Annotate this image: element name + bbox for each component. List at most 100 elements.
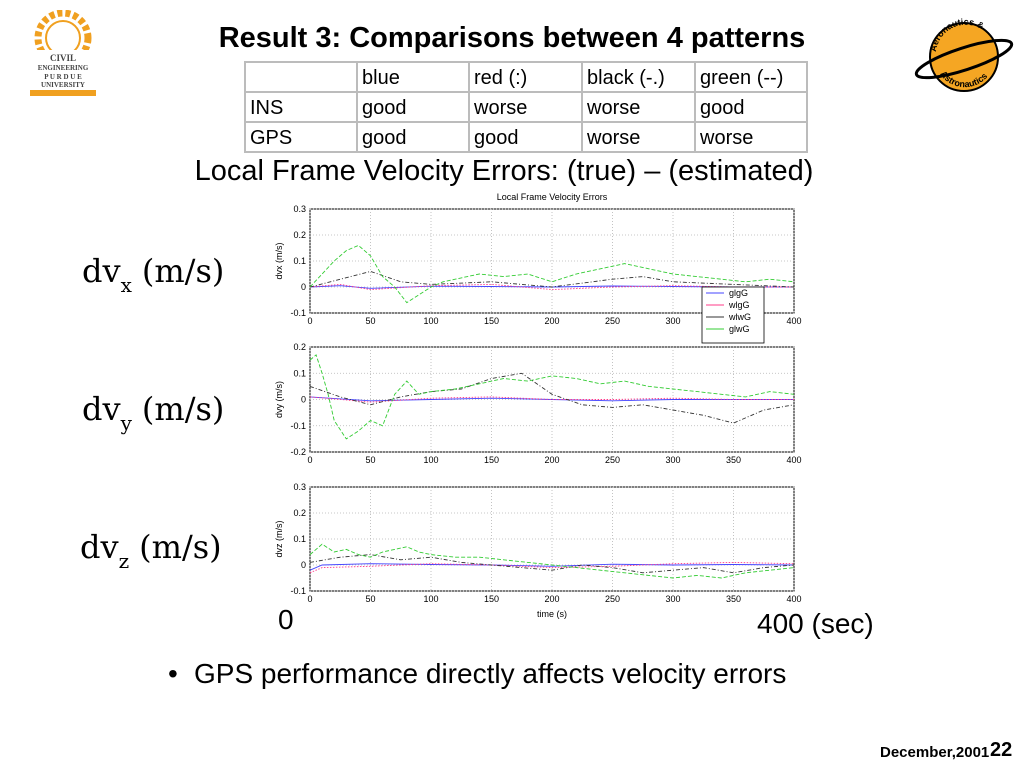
table-cell: worse [581,91,696,123]
series-line-wlgG [309,561,795,574]
series-line-wlgG [309,283,794,291]
x-tick-label: 100 [423,455,438,465]
y-axis-label: dvy (m/s) [274,381,284,418]
series-line-wlwG [309,270,795,288]
x-tick-label: 400 [786,594,801,604]
footer-date: December,2001 [880,744,990,761]
row-label-main: dv [80,528,119,566]
x-tick-label: 0 [307,316,312,326]
purdue-civil-engineering-logo: CIVIL ENGINEERING P U R D U E UNIVERSITY [28,9,98,96]
logo-line1: CIVIL [50,53,76,63]
table-cell: worse [581,121,696,153]
table-cell: green (--) [694,61,808,93]
legend-box [701,286,765,344]
row-label-unit: (m/s) [141,390,225,428]
y-tick-label: 0.1 [293,368,306,378]
aeronautics-astronautics-logo: Aeronautics & Astronautics [912,12,1016,102]
comparison-table: blue red (:) black (-.) green (--) INS g… [244,61,808,153]
bullet-icon: • [168,658,178,689]
gear-logo-icon: CIVIL ENGINEERING P U R D U E UNIVERSITY [30,9,96,96]
series-line-wlwG [309,372,795,424]
y-tick-label: 0 [301,282,306,292]
x-tick-label: 350 [726,455,741,465]
row-label-sub: z [118,549,130,573]
table-cell: INS [244,91,358,123]
y-tick-label: 0.2 [293,342,306,352]
y-tick-label: 0.3 [293,204,306,214]
slide-subtitle: Local Frame Velocity Errors: (true) – (e… [194,155,814,187]
series-line-glwG [309,244,795,304]
x-tick-label: 50 [365,455,375,465]
x-tick-label: 200 [544,455,559,465]
y-tick-label: -0.1 [290,586,306,596]
x-tick-label: 100 [423,594,438,604]
series-line-glgG [309,563,795,571]
legend-label: wlgG [728,300,750,310]
row-label-dvx: dvx (m/s) [82,252,224,297]
chart-panel-1: 050100150200250300350400-0.100.10.20.3dv… [274,192,802,344]
x-tick-label: 300 [665,594,680,604]
x-axis-label: time (s) [537,609,567,619]
x-tick-label: 200 [544,594,559,604]
x-tick-label: 150 [484,316,499,326]
table-cell: worse [468,91,583,123]
table-cell: good [356,91,470,123]
row-label-unit: (m/s) [139,528,222,566]
chart-legend: glgG wlgG wlwG glwG [701,286,765,344]
y-tick-label: 0.2 [293,230,306,240]
table-cell [244,61,358,93]
y-tick-label: 0.1 [293,534,306,544]
chart-title: Local Frame Velocity Errors [497,192,608,202]
y-tick-label: 0.2 [293,508,306,518]
y-tick-label: 0.1 [293,256,306,266]
table-cell: black (-.) [581,61,696,93]
y-tick-label: -0.2 [290,447,306,457]
table-cell: blue [356,61,470,93]
row-label-dvy: dvy (m/s) [82,390,224,435]
bullet-text: GPS performance directly affects velocit… [194,658,787,689]
row-label-unit: (m/s) [141,252,225,290]
table-cell: worse [694,121,808,153]
x-tick-label: 400 [786,316,801,326]
x-tick-label: 400 [786,455,801,465]
y-tick-label: -0.1 [290,308,306,318]
x-tick-label: 100 [423,316,438,326]
x-tick-label: 150 [484,594,499,604]
series-line-glwG [309,354,795,440]
logo-line2: ENGINEERING [38,64,89,72]
table-cell: GPS [244,121,358,153]
y-tick-label: -0.1 [290,421,306,431]
table-cell: good [356,121,470,153]
row-label-main: dv [82,390,121,428]
chart-panel-2: 0 50 100 150 200 250 300 350 400 -0.2 -0.1 0 0.1 0.2 d… [274,342,802,465]
table-cell: good [694,91,808,123]
row-label-dvz: dvz (m/s) [80,528,222,573]
x-tick-label: 350 [726,594,741,604]
logo-line4: UNIVERSITY [41,81,85,89]
page-number: 22 [990,739,1013,761]
x-tick-label: 0 [307,594,312,604]
row-label-sub: y [120,411,132,435]
x-tick-label: 200 [544,316,559,326]
table-cell: red (:) [468,61,583,93]
row-label-main: dv [82,252,121,290]
y-axis-label: dvz (m/s) [274,520,284,557]
axis-end-label: 400 (sec) [757,608,874,639]
logo-line3: P U R D U E [44,73,82,81]
y-axis-label: dvx (m/s) [274,242,284,279]
table-header-row: blue red (:) black (-.) green (--) [244,61,808,93]
x-tick-label: 250 [605,594,620,604]
x-tick-label: 50 [365,594,375,604]
y-tick-label: 0.3 [293,482,306,492]
chart-panel-3: 0 50 100 150 200 250 300 350 400-0.100.10.20.3dv… [274,482,802,619]
legend-label: glwG [729,324,750,334]
x-tick-label: 0 [307,455,312,465]
table-cell: good [468,121,583,153]
planet-logo-icon: Aeronautics & Astronautics [914,17,1014,92]
x-tick-label: 250 [605,316,620,326]
x-tick-label: 300 [665,455,680,465]
axis-start-label: 0 [278,604,294,635]
bullet-point: • GPS performance directly affects veloci… [168,658,786,690]
series-line-glwG [309,543,795,579]
